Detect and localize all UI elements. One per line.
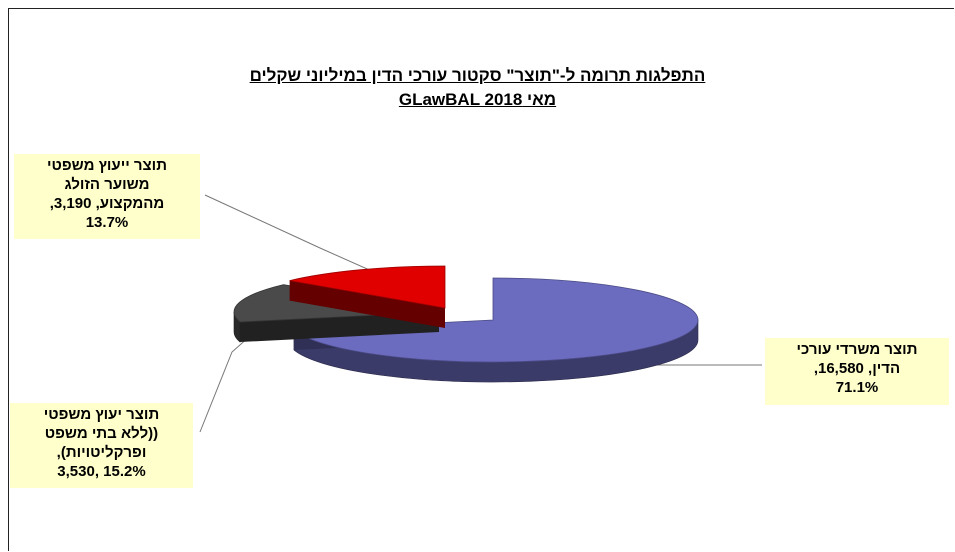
slice-law-firms [292,277,699,383]
chart-frame [8,8,954,551]
slice-label-legal-advice: תוצר יעוץ משפטי ((ללא בתי משפט ופרקליטוי… [10,403,193,488]
slice-label-leaking-advice: תוצר ייעוץ משפטי משוער הזולג מהמקצוע, 3,… [14,154,200,239]
leader-line-leaking [204,194,384,277]
chart-title: התפלגות תרומה ל-"תוצר" סקטור עורכי הדין … [249,66,706,85]
slice-label-law-firms: תוצר משרדי עורכי הדין, 16,580, 71.1% [765,338,949,405]
slice-leaking-advice [289,265,446,328]
chart-subtitle: מאי GLawBAL 2018 [398,90,557,109]
